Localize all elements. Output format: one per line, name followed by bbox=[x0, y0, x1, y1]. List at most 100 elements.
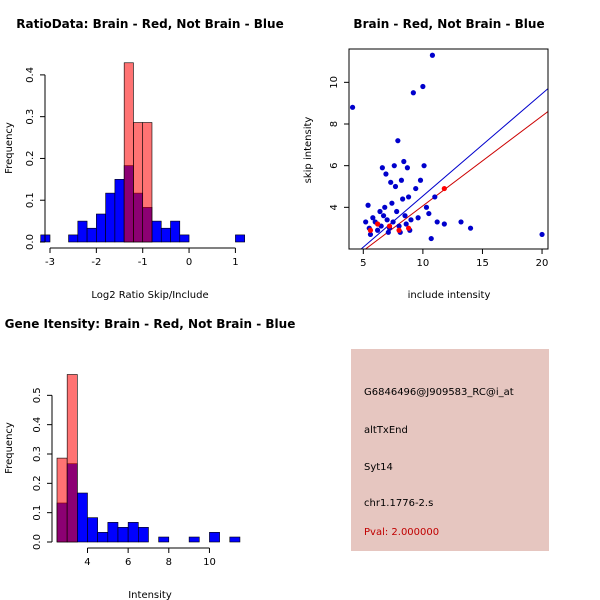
ratio-brain-bar bbox=[142, 122, 153, 243]
ratio-y-tick-label: 0.1 bbox=[25, 192, 36, 208]
ratio-notbrain-bar bbox=[105, 192, 116, 243]
notbrain-point bbox=[388, 179, 394, 185]
gene-x-tick-label: 8 bbox=[166, 557, 172, 568]
ratio-x-tick-label: -2 bbox=[91, 257, 101, 268]
gene-notbrain-bar bbox=[188, 536, 200, 543]
notbrain-point bbox=[382, 204, 388, 210]
notbrain-point bbox=[390, 219, 396, 225]
notbrain-point bbox=[428, 235, 434, 242]
notbrain-point bbox=[349, 104, 356, 110]
gene-x-tick-label: 6 bbox=[125, 557, 131, 568]
notbrain-point bbox=[365, 202, 371, 208]
notbrain-point bbox=[370, 215, 376, 221]
notbrain-point bbox=[434, 219, 440, 225]
ratio-x-tick-label: 1 bbox=[232, 257, 238, 268]
ratio-notbrain-bar bbox=[96, 213, 106, 243]
brain-fit-line bbox=[364, 111, 548, 249]
gene-notbrain-bar bbox=[117, 527, 129, 543]
gene-intensity-histogram: Gene Itensity: Brain - Red, Not Brain - … bbox=[4, 317, 295, 600]
notbrain-point bbox=[367, 231, 374, 238]
brain-point bbox=[367, 227, 374, 233]
notbrain-point bbox=[363, 219, 369, 225]
gene-brain-bar bbox=[56, 457, 68, 543]
ratio-notbrain-bar bbox=[114, 179, 125, 243]
notbrain-point bbox=[415, 215, 421, 221]
ratio-notbrain-bar bbox=[235, 234, 245, 243]
scatter-y-tick-label: 10 bbox=[329, 76, 340, 89]
gene-notbrain-bar bbox=[209, 532, 220, 543]
gene-x-tick-label: 10 bbox=[203, 557, 216, 568]
gene-histogram-ylabel: Frequency bbox=[4, 422, 15, 474]
notbrain-point bbox=[383, 171, 389, 177]
notbrain-point bbox=[400, 196, 406, 202]
notbrain-point bbox=[539, 231, 545, 238]
gene-x-tick-label: 4 bbox=[84, 557, 90, 568]
gene-brain-bar bbox=[66, 374, 78, 543]
ratio-notbrain-bar bbox=[86, 227, 97, 243]
notbrain-fit-line bbox=[360, 88, 548, 249]
notbrain-point bbox=[467, 225, 474, 231]
gene-histogram-xlabel: Intensity bbox=[128, 590, 172, 600]
notbrain-point bbox=[421, 163, 427, 169]
notbrain-point bbox=[379, 165, 385, 171]
notbrain-point bbox=[404, 165, 410, 171]
scatter-x-tick-label: 15 bbox=[476, 258, 489, 269]
genomic-location: chr1.1776-2.s bbox=[364, 498, 434, 509]
notbrain-point bbox=[395, 138, 401, 144]
notbrain-point bbox=[391, 163, 397, 169]
notbrain-point bbox=[417, 177, 424, 183]
notbrain-point bbox=[408, 217, 414, 223]
gene-y-tick-label: 0.5 bbox=[32, 387, 43, 403]
notbrain-point bbox=[410, 90, 416, 96]
notbrain-point bbox=[441, 221, 447, 227]
gene-y-tick-label: 0.0 bbox=[32, 534, 43, 550]
gene-notbrain-bar bbox=[229, 536, 241, 543]
scatter-y-tick-label: 4 bbox=[329, 204, 340, 210]
brain-point bbox=[441, 185, 447, 192]
ratio-brain-bar bbox=[123, 62, 134, 243]
intensity-scatter: Brain - Red, Not Brain - Blue include in… bbox=[303, 17, 549, 301]
ratio-x-tick-label: -1 bbox=[138, 257, 148, 268]
ratio-histogram-xlabel: Log2 Ratio Skip/Include bbox=[91, 290, 208, 301]
gene-histogram-title: Gene Itensity: Brain - Red, Not Brain - … bbox=[5, 317, 296, 331]
gene-name: Syt14 bbox=[364, 462, 393, 473]
scatter-x-tick-label: 5 bbox=[360, 258, 366, 269]
notbrain-point bbox=[394, 208, 400, 215]
notbrain-point bbox=[389, 200, 395, 206]
ratio-notbrain-bar bbox=[77, 220, 88, 243]
gene-y-tick-label: 0.1 bbox=[32, 505, 43, 521]
notbrain-point bbox=[385, 229, 391, 235]
notbrain-point bbox=[458, 219, 464, 225]
notbrain-point bbox=[374, 227, 381, 233]
ratio-notbrain-bar bbox=[151, 220, 162, 243]
brain-point bbox=[405, 225, 412, 231]
ratio-x-tick-label: 0 bbox=[186, 257, 192, 268]
probe-info-panel: G6846496@J909583_RC@i_at altTxEnd Syt14 … bbox=[351, 349, 549, 551]
notbrain-point bbox=[398, 177, 405, 183]
ratio-y-tick-label: 0.2 bbox=[25, 150, 36, 166]
ratio-x-tick-label: -3 bbox=[45, 257, 55, 268]
scatter-x-tick-label: 10 bbox=[417, 258, 430, 269]
intensity-scatter-xlabel: include intensity bbox=[408, 290, 491, 301]
ratio-notbrain-bar bbox=[179, 234, 190, 243]
scatter-x-tick-label: 20 bbox=[536, 258, 549, 269]
notbrain-point bbox=[413, 185, 419, 192]
brain-point bbox=[396, 227, 402, 233]
gene-notbrain-bar bbox=[127, 522, 139, 543]
intensity-scatter-title: Brain - Red, Not Brain - Blue bbox=[353, 17, 544, 31]
scatter-y-tick-label: 6 bbox=[329, 162, 340, 168]
ratio-histogram-title: RatioData: Brain - Red, Not Brain - Blue bbox=[16, 17, 283, 31]
notbrain-point bbox=[401, 158, 407, 165]
ratio-y-tick-label: 0.4 bbox=[25, 67, 36, 83]
notbrain-point bbox=[429, 52, 436, 58]
ratio-y-tick-label: 0.3 bbox=[25, 109, 36, 125]
ratio-histogram-ylabel: Frequency bbox=[4, 122, 15, 174]
notbrain-point bbox=[420, 83, 426, 90]
intensity-scatter-ylabel: skip intensity bbox=[303, 117, 314, 184]
notbrain-point bbox=[380, 213, 387, 219]
ratio-y-tick-label: 0.0 bbox=[25, 234, 36, 250]
notbrain-point bbox=[423, 204, 430, 210]
notbrain-point bbox=[384, 217, 390, 223]
gene-y-tick-label: 0.2 bbox=[32, 475, 43, 491]
gene-y-tick-label: 0.4 bbox=[32, 417, 43, 433]
